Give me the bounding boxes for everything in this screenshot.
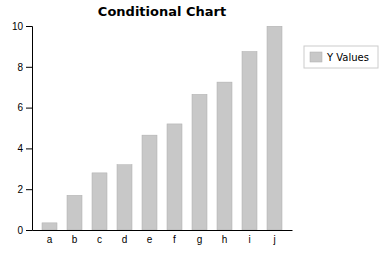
bars [42, 26, 282, 230]
tick: e [147, 234, 153, 245]
tick-label: 2 [17, 184, 23, 195]
tick-mark [26, 26, 32, 27]
plot: 0 2 4 6 8 10 a b c d e f g h i j [12, 21, 293, 245]
tick: 4 [17, 143, 32, 154]
tick: 0 [17, 225, 32, 236]
bar [67, 195, 82, 230]
tick-mark [26, 108, 32, 109]
bar [167, 124, 182, 230]
tick-label: e [147, 234, 153, 245]
tick: c [97, 234, 102, 245]
bar [92, 173, 107, 230]
legend-frame [304, 46, 378, 68]
x-axis: a b c d e f g h i j [33, 231, 293, 246]
y-axis: 0 2 4 6 8 10 [12, 21, 33, 236]
tick-label: i [248, 234, 250, 245]
tick-label: a [47, 234, 53, 245]
chart: 0 2 4 6 8 10 a b c d e f g h i j Conditional Chart Y Valu… [0, 0, 384, 254]
tick: 2 [17, 184, 32, 195]
tick-label: j [272, 234, 275, 245]
tick: 10 [12, 21, 32, 32]
tick: 8 [17, 62, 32, 73]
tick-label: h [222, 234, 228, 245]
bar [267, 26, 282, 230]
tick: g [197, 234, 203, 245]
bar [192, 94, 207, 230]
tick: b [72, 234, 78, 245]
tick-label: b [72, 234, 78, 245]
tick-label: 4 [17, 143, 23, 154]
tick: j [272, 234, 275, 245]
axis-line [33, 230, 293, 231]
tick: 6 [17, 102, 32, 113]
tick: d [122, 234, 128, 245]
tick-label: 6 [17, 102, 23, 113]
bar [42, 223, 57, 230]
tick-label: c [97, 234, 102, 245]
bar [217, 82, 232, 230]
tick-mark [26, 148, 32, 149]
title: Conditional Chart [98, 4, 226, 19]
legend: Y Values [304, 46, 378, 68]
tick-label: 0 [17, 225, 23, 236]
tick-mark [26, 230, 32, 231]
tick-label: 10 [12, 21, 24, 32]
bar [142, 135, 157, 230]
tick-mark [26, 189, 32, 190]
axis-line [26, 27, 33, 231]
tick-label: 8 [17, 62, 23, 73]
tick: f [173, 234, 176, 245]
tick-label: f [173, 234, 176, 245]
legend-label: Y Values [326, 52, 369, 63]
tick-mark [26, 67, 32, 68]
tick-label: g [197, 234, 203, 245]
bar [242, 52, 257, 231]
tick-label: d [122, 234, 128, 245]
tick: h [222, 234, 228, 245]
tick: a [47, 234, 53, 245]
tick: i [248, 234, 250, 245]
bar [117, 165, 132, 230]
legend-swatch [310, 52, 322, 62]
